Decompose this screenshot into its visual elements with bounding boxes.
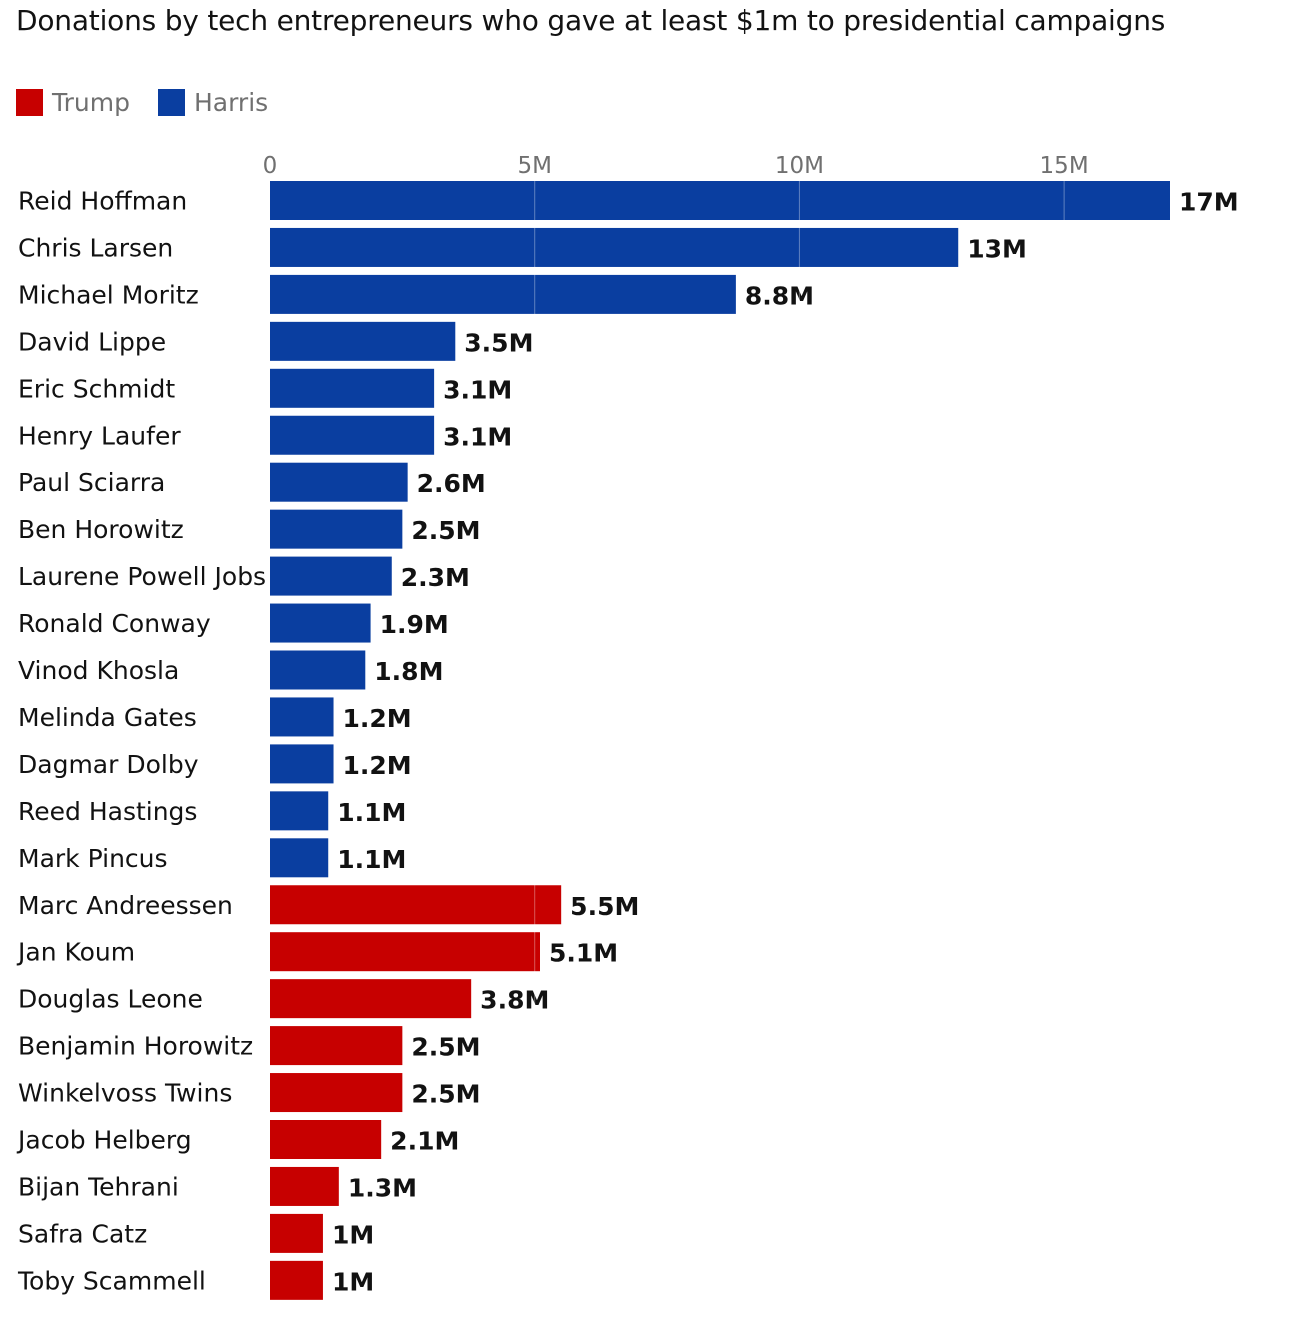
bar-david-lippe — [270, 321, 456, 361]
legend-item-trump: Trump — [16, 88, 130, 117]
bar-bijan-tehrani — [270, 1166, 339, 1206]
bar-benjamin-horowitz — [270, 1026, 403, 1066]
bar-label-henry-laufer: Henry Laufer — [18, 421, 181, 450]
bar-label-marc-andreessen: Marc Andreessen — [18, 891, 233, 920]
legend-item-harris: Harris — [157, 88, 269, 117]
legend-label-harris: Harris — [193, 88, 269, 117]
bar-label-michael-moritz: Michael Moritz — [18, 280, 199, 309]
bar-value-ben-horowitz: 2.5M — [411, 516, 480, 545]
x-tick-label-0: 0 — [263, 153, 278, 179]
bar-label-ben-horowitz: Ben Horowitz — [18, 515, 184, 544]
bar-melinda-gates — [270, 697, 334, 737]
bar-label-melinda-gates: Melinda Gates — [18, 703, 197, 732]
bar-value-laurene-powell-jobs: 2.3M — [401, 563, 470, 592]
bar-value-bijan-tehrani: 1.3M — [348, 1173, 417, 1202]
bar-reed-hastings — [270, 791, 329, 831]
legend: Trump Harris — [16, 88, 296, 117]
bar-label-benjamin-horowitz: Benjamin Horowitz — [18, 1032, 253, 1061]
bar-value-reid-hoffman: 17M — [1179, 188, 1239, 217]
bar-value-winkelvoss-twins: 2.5M — [411, 1080, 480, 1109]
chart-title: Donations by tech entrepreneurs who gave… — [16, 4, 1166, 37]
legend-label-trump: Trump — [52, 88, 130, 117]
bar-label-winkelvoss-twins: Winkelvoss Twins — [18, 1079, 232, 1108]
bar-reid-hoffman — [270, 181, 1170, 220]
bar-label-paul-sciarra: Paul Sciarra — [18, 468, 165, 497]
bar-label-eric-schmidt: Eric Schmidt — [18, 374, 175, 403]
bar-chris-larsen — [270, 227, 959, 267]
bar-value-david-lippe: 3.5M — [464, 328, 533, 357]
bar-label-jacob-helberg: Jacob Helberg — [16, 1126, 192, 1155]
bar-label-douglas-leone: Douglas Leone — [18, 985, 203, 1014]
bar-value-mark-pincus: 1.1M — [337, 845, 406, 874]
bar-marc-andreessen — [270, 885, 562, 925]
bar-label-vinod-khosla: Vinod Khosla — [18, 656, 179, 685]
bar-eric-schmidt — [270, 368, 435, 408]
bar-value-marc-andreessen: 5.5M — [570, 892, 639, 921]
bar-label-bijan-tehrani: Bijan Tehrani — [18, 1172, 179, 1201]
bar-value-eric-schmidt: 3.1M — [443, 375, 512, 404]
bar-value-jacob-helberg: 2.1M — [390, 1127, 459, 1156]
bar-value-dagmar-dolby: 1.2M — [343, 751, 412, 780]
bar-label-reid-hoffman: Reid Hoffman — [18, 187, 187, 216]
bar-chart: 0 5M 10M 15M Reid Hoffman 17M Chris Larsen 13M M… — [16, 153, 1239, 1300]
bar-mark-pincus — [270, 838, 329, 878]
bar-label-laurene-powell-jobs: Laurene Powell Jobs — [18, 562, 266, 591]
x-tick-label-15m: 15M — [1040, 153, 1089, 179]
bar-toby-scammell — [270, 1260, 323, 1300]
bar-douglas-leone — [270, 979, 472, 1019]
bar-safra-catz — [270, 1213, 323, 1253]
x-tick-label-5m: 5M — [517, 153, 551, 179]
bar-ronald-conway — [270, 603, 371, 643]
bar-winkelvoss-twins — [270, 1073, 403, 1113]
bar-label-dagmar-dolby: Dagmar Dolby — [18, 750, 199, 779]
bar-value-paul-sciarra: 2.6M — [417, 469, 486, 498]
bar-value-chris-larsen: 13M — [967, 234, 1027, 263]
bar-label-mark-pincus: Mark Pincus — [18, 844, 168, 873]
bar-label-reed-hastings: Reed Hastings — [18, 797, 197, 826]
x-tick-label-10m: 10M — [775, 153, 824, 179]
bar-value-vinod-khosla: 1.8M — [374, 657, 443, 686]
bar-value-henry-laufer: 3.1M — [443, 422, 512, 451]
bar-value-toby-scammell: 1M — [332, 1267, 374, 1296]
bar-label-toby-scammell: Toby Scammell — [17, 1266, 206, 1295]
bar-michael-moritz — [270, 274, 736, 314]
bar-label-jan-koum: Jan Koum — [16, 938, 135, 967]
bar-jacob-helberg — [270, 1120, 382, 1159]
bar-vinod-khosla — [270, 650, 366, 690]
bar-laurene-powell-jobs — [270, 556, 392, 596]
bar-value-douglas-leone: 3.8M — [480, 986, 549, 1015]
bar-value-benjamin-horowitz: 2.5M — [411, 1033, 480, 1062]
legend-swatch-trump — [16, 89, 43, 116]
bar-label-ronald-conway: Ronald Conway — [18, 609, 211, 638]
bar-value-michael-moritz: 8.8M — [745, 281, 814, 310]
bar-label-safra-catz: Safra Catz — [18, 1219, 147, 1248]
bar-value-ronald-conway: 1.9M — [380, 610, 449, 639]
bar-ben-horowitz — [270, 509, 403, 549]
bar-value-reed-hastings: 1.1M — [337, 798, 406, 827]
bar-label-david-lippe: David Lippe — [18, 327, 166, 356]
bar-jan-koum — [270, 932, 540, 972]
bar-label-chris-larsen: Chris Larsen — [18, 233, 173, 262]
bar-dagmar-dolby — [270, 744, 334, 784]
legend-swatch-harris — [157, 89, 185, 116]
bar-paul-sciarra — [270, 462, 408, 502]
bar-henry-laufer — [270, 415, 435, 455]
bar-value-jan-koum: 5.1M — [549, 939, 618, 968]
bar-value-melinda-gates: 1.2M — [343, 704, 412, 733]
bar-value-safra-catz: 1M — [332, 1220, 374, 1249]
